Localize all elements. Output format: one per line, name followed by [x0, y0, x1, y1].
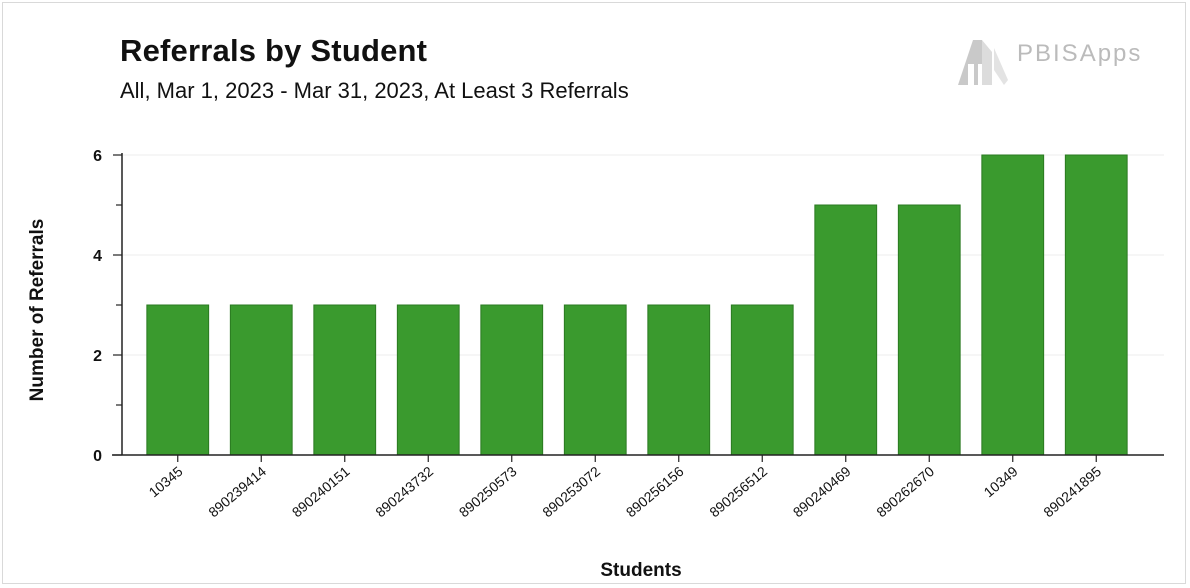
- chart-title: Referrals by Student: [120, 33, 428, 68]
- y-axis-label: Number of Referrals: [27, 219, 48, 402]
- x-ticks: 10345 890239414 890240151 890243732 89025057…: [146, 455, 1104, 520]
- x-tick-label: 890239414: [205, 463, 269, 520]
- y-tick-label: 6: [93, 148, 102, 165]
- bar-890262670[interactable]: [897, 204, 961, 456]
- bar-10345[interactable]: [146, 304, 210, 456]
- bar-890239414[interactable]: [229, 304, 293, 456]
- pbis-building-icon: [958, 40, 1008, 85]
- x-tick-label: 890250573: [456, 463, 520, 520]
- bar-890253072[interactable]: [563, 304, 627, 456]
- chart-subtitle: All, Mar 1, 2023 - Mar 31, 2023, At Leas…: [120, 78, 629, 103]
- x-tick-label: 890241895: [1040, 463, 1104, 520]
- x-tick-label: 10345: [146, 463, 186, 500]
- bar-890250573[interactable]: [480, 304, 544, 456]
- x-axis-label: Students: [600, 560, 681, 581]
- logo-text: PBISApps: [1017, 40, 1143, 67]
- bar-890243732[interactable]: [396, 304, 460, 456]
- bar-890240151[interactable]: [313, 304, 377, 456]
- x-tick-label: 890262670: [873, 463, 937, 520]
- bars: [146, 154, 1128, 456]
- bar-890256156[interactable]: [647, 304, 711, 456]
- y-tick-label: 0: [93, 448, 102, 465]
- x-tick-label: 890253072: [539, 463, 603, 520]
- x-tick-label: 890240151: [289, 463, 353, 520]
- y-ticks: 0 2 4 6: [93, 148, 122, 465]
- x-tick-label: 890243732: [372, 463, 436, 520]
- x-tick-label: 890240469: [790, 463, 854, 520]
- x-tick-label: 890256156: [623, 463, 687, 520]
- x-tick-label: 10349: [981, 463, 1021, 500]
- y-tick-label: 4: [93, 248, 102, 265]
- x-tick-label: 890256512: [706, 463, 770, 520]
- bar-890256512[interactable]: [730, 304, 794, 456]
- y-tick-label: 2: [93, 348, 102, 365]
- bar-890241895[interactable]: [1064, 154, 1128, 456]
- bar-10349[interactable]: [981, 154, 1045, 456]
- bar-890240469[interactable]: [814, 204, 878, 456]
